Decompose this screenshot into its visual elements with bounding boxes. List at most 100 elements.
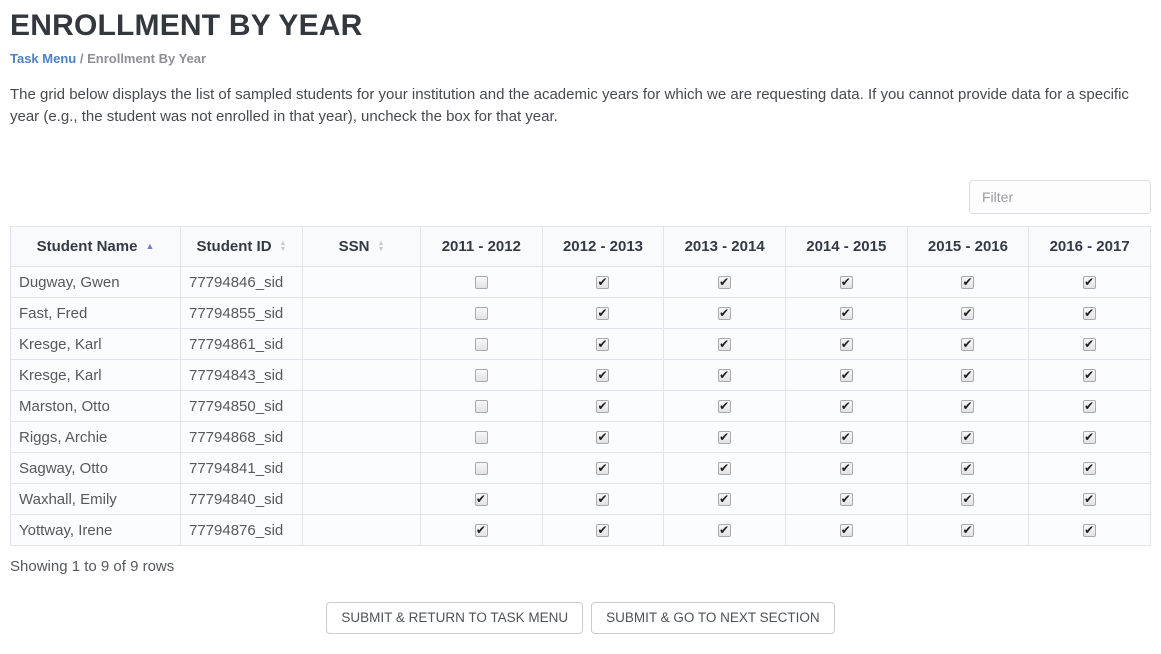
cell-year-2013-2014 [663,452,786,484]
checkbox-2014-2015[interactable] [839,399,853,414]
cell-year-2015-2016 [906,514,1030,546]
column-header-ssn[interactable]: SSN ▲ ▼ [302,226,421,267]
checkbox-2013-2014[interactable] [718,306,732,321]
checkbox-2012-2013[interactable] [596,492,610,507]
checkbox-2013-2014[interactable] [718,368,732,383]
table-header: Student Name ▲ Student ID ▲ ▼ SSN ▲ ▼ 2011 - 201… [10,226,1151,267]
checkbox-2016-2017[interactable] [1083,492,1097,507]
page-description: The grid below displays the list of samp… [10,86,1129,125]
checkbox-2014-2015[interactable] [839,337,853,352]
cell-year-2011-2012 [420,452,543,484]
checkbox-2011-2012[interactable] [474,431,488,445]
cell-student-id: 77794868_sid [180,421,303,453]
column-header-inner: 2011 - 2012 [425,238,538,255]
checkbox-2014-2015[interactable] [839,306,853,321]
column-header-inner: 2012 - 2013 [547,238,660,255]
cell-year-2014-2015 [784,452,908,484]
checkbox-2013-2014[interactable] [718,399,732,414]
checkbox-2012-2013[interactable] [596,461,610,476]
checkbox-2011-2012[interactable] [474,276,488,290]
checkbox-2012-2013[interactable] [596,275,610,290]
checkbox-2015-2016[interactable] [961,368,975,383]
checkbox-2014-2015[interactable] [839,430,853,445]
checkbox-2012-2013[interactable] [596,368,610,383]
checkbox-2013-2014[interactable] [718,461,732,476]
column-header-label: 2011 - 2012 [441,238,521,255]
cell-year-2013-2014 [663,297,786,329]
checkbox-2014-2015[interactable] [839,275,853,290]
breadcrumb-task-menu-link[interactable]: Task Menu [10,51,77,66]
cell-year-2012-2013 [541,483,665,515]
breadcrumb-current: Enrollment By Year [87,51,207,66]
submit-return-button[interactable]: SUBMIT & RETURN TO TASK MENU [326,602,584,634]
column-header-student-id[interactable]: Student ID ▲ ▼ [180,226,303,267]
checkbox-2015-2016[interactable] [961,306,975,321]
checkbox-2011-2012[interactable] [474,492,488,507]
cell-student-ssn [302,390,421,422]
cell-year-2016-2017 [1028,328,1151,360]
checkbox-2014-2015[interactable] [839,523,853,538]
checkbox-2013-2014[interactable] [718,337,732,352]
column-header-inner: 2016 - 2017 [1033,238,1146,255]
cell-year-2015-2016 [906,483,1030,515]
checkbox-2014-2015[interactable] [839,461,853,476]
cell-year-2013-2014 [663,359,786,391]
checkbox-2013-2014[interactable] [718,523,732,538]
cell-year-2011-2012 [420,359,543,391]
column-header-label: 2013 - 2014 [684,238,765,255]
checkbox-2011-2012[interactable] [474,307,488,321]
checkbox-2015-2016[interactable] [961,523,975,538]
checkbox-2016-2017[interactable] [1083,275,1097,290]
checkbox-2012-2013[interactable] [596,306,610,321]
checkbox-2012-2013[interactable] [596,523,610,538]
checkbox-2011-2012[interactable] [474,369,488,383]
cell-student-id: 77794861_sid [180,328,303,360]
column-header-student-name[interactable]: Student Name ▲ [10,226,181,267]
checkbox-2011-2012[interactable] [474,523,488,538]
checkbox-2014-2015[interactable] [839,492,853,507]
checkbox-2011-2012[interactable] [474,400,488,414]
checkbox-2015-2016[interactable] [961,492,975,507]
cell-year-2016-2017 [1028,297,1151,329]
checkbox-2015-2016[interactable] [961,275,975,290]
submit-next-button[interactable]: SUBMIT & GO TO NEXT SECTION [591,602,835,634]
cell-student-id: 77794855_sid [180,297,303,329]
table-row: Kresge, Karl 77794843_sid [10,359,1151,391]
checkbox-2013-2014[interactable] [718,492,732,507]
cell-year-2012-2013 [541,421,665,453]
checkbox-2016-2017[interactable] [1083,430,1097,445]
checkbox-2012-2013[interactable] [596,399,610,414]
filter-input[interactable] [969,180,1151,214]
cell-student-id: 77794876_sid [180,514,303,546]
column-header-2013-2014: 2013 - 2014 [663,226,786,267]
checkbox-2012-2013[interactable] [596,430,610,445]
checkbox-2016-2017[interactable] [1083,461,1097,476]
checkbox-2016-2017[interactable] [1083,399,1097,414]
checkbox-2016-2017[interactable] [1083,337,1097,352]
checkbox-2013-2014[interactable] [718,430,732,445]
column-header-label: 2012 - 2013 [562,238,644,255]
checkbox-2011-2012[interactable] [474,338,488,352]
checkbox-2015-2016[interactable] [961,337,975,352]
checkbox-2012-2013[interactable] [596,337,610,352]
cell-year-2015-2016 [906,421,1030,453]
sort-both-icon: ▲ ▼ [279,239,287,253]
column-header-2014-2015: 2014 - 2015 [784,226,908,267]
cell-year-2014-2015 [784,266,908,298]
checkbox-2015-2016[interactable] [961,399,975,414]
checkbox-2016-2017[interactable] [1083,306,1097,321]
checkbox-2013-2014[interactable] [718,275,732,290]
checkbox-2016-2017[interactable] [1083,523,1097,538]
checkbox-2015-2016[interactable] [961,461,975,476]
cell-student-name: Fast, Fred [10,297,181,329]
cell-year-2012-2013 [541,266,665,298]
cell-year-2011-2012 [420,390,543,422]
column-header-inner: 2015 - 2016 [912,238,1025,255]
cell-year-2014-2015 [784,328,908,360]
cell-student-ssn [302,421,421,453]
cell-year-2016-2017 [1028,483,1151,515]
checkbox-2011-2012[interactable] [474,462,488,476]
checkbox-2015-2016[interactable] [961,430,975,445]
checkbox-2014-2015[interactable] [839,368,853,383]
checkbox-2016-2017[interactable] [1083,368,1097,383]
